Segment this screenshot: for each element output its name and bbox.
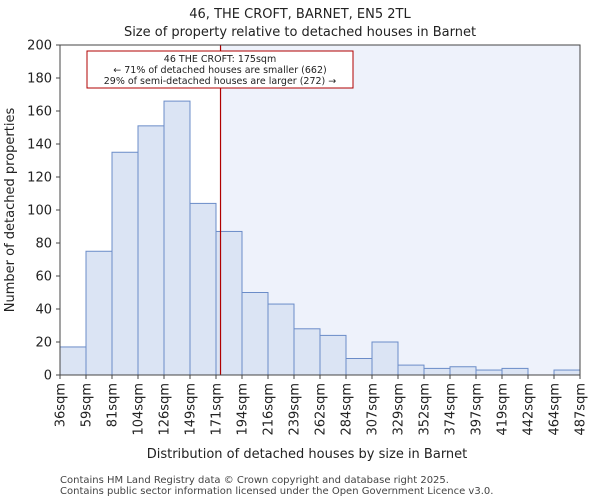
bar bbox=[241, 292, 269, 376]
bar bbox=[397, 364, 425, 376]
x-tick-label: 36sqm bbox=[54, 383, 69, 427]
footer-line-2: Contains public sector information licen… bbox=[60, 486, 493, 497]
bar bbox=[553, 369, 581, 376]
bar bbox=[111, 151, 139, 376]
y-tick-label: 140 bbox=[27, 138, 52, 153]
bar bbox=[475, 369, 503, 376]
y-axis-label: Number of detached properties bbox=[3, 108, 18, 313]
bar bbox=[59, 346, 87, 376]
y-tick-label: 80 bbox=[35, 237, 52, 252]
x-tick-label: 104sqm bbox=[132, 383, 147, 436]
bar bbox=[267, 303, 295, 376]
y-axis: 0 20 40 60 80 100 120 140 160 180 200 bbox=[27, 39, 60, 384]
y-tick-label: 160 bbox=[27, 105, 52, 120]
y-tick-label: 120 bbox=[27, 171, 52, 186]
x-tick-label: 374sqm bbox=[444, 383, 459, 436]
annotation-box bbox=[86, 50, 354, 89]
chart-subtitle: Size of property relative to detached ho… bbox=[124, 25, 476, 40]
x-tick-label: 81sqm bbox=[106, 383, 121, 427]
x-axis-label: Distribution of detached houses by size … bbox=[147, 447, 468, 462]
y-tick-label: 60 bbox=[35, 270, 52, 285]
y-tick-label: 200 bbox=[27, 39, 52, 54]
x-tick-label: 307sqm bbox=[366, 383, 381, 436]
y-tick-label: 180 bbox=[27, 72, 52, 87]
annotation-line-2: ← 71% of detached houses are smaller (66… bbox=[113, 65, 326, 76]
bar bbox=[449, 366, 477, 376]
x-tick-label: 487sqm bbox=[574, 383, 589, 436]
x-tick-label: 216sqm bbox=[262, 383, 277, 436]
x-tick-label: 464sqm bbox=[548, 383, 563, 436]
bar bbox=[293, 328, 321, 376]
bar bbox=[163, 100, 191, 376]
bar bbox=[501, 367, 529, 376]
x-tick-label: 442sqm bbox=[522, 383, 537, 436]
bar bbox=[319, 334, 347, 376]
x-tick-label: 397sqm bbox=[470, 383, 485, 436]
annotation-line-1: 46 THE CROFT: 175sqm bbox=[164, 54, 276, 65]
y-tick-label: 100 bbox=[27, 204, 52, 219]
bar bbox=[189, 202, 217, 376]
chart-title: 46, THE CROFT, BARNET, EN5 2TL bbox=[189, 7, 411, 22]
annotation-line-3: 29% of semi-detached houses are larger (… bbox=[104, 76, 337, 87]
y-tick-label: 0 bbox=[44, 369, 52, 384]
y-tick-label: 40 bbox=[35, 303, 52, 318]
x-tick-label: 239sqm bbox=[288, 383, 303, 436]
bar bbox=[85, 250, 113, 376]
x-tick-label: 171sqm bbox=[210, 383, 225, 436]
x-tick-label: 126sqm bbox=[158, 383, 173, 436]
x-tick-label: 262sqm bbox=[314, 383, 329, 436]
bar-group bbox=[59, 100, 581, 376]
bar bbox=[215, 230, 243, 376]
bar bbox=[423, 367, 451, 376]
bar bbox=[371, 341, 399, 376]
x-tick-label: 329sqm bbox=[392, 383, 407, 436]
x-tick-label: 59sqm bbox=[80, 383, 95, 427]
x-axis: 36sqm 59sqm 81sqm 104sqm 126sqm 149sqm 171sqm 1… bbox=[54, 375, 589, 436]
x-tick-label: 194sqm bbox=[236, 383, 251, 436]
bar bbox=[345, 358, 373, 376]
y-tick-label: 20 bbox=[35, 336, 52, 351]
x-tick-label: 419sqm bbox=[496, 383, 511, 436]
x-tick-label: 352sqm bbox=[418, 383, 433, 436]
x-tick-label: 149sqm bbox=[184, 383, 199, 436]
x-tick-label: 284sqm bbox=[340, 383, 355, 436]
bar bbox=[137, 125, 165, 376]
footer-line-1: Contains HM Land Registry data © Crown c… bbox=[60, 475, 449, 486]
